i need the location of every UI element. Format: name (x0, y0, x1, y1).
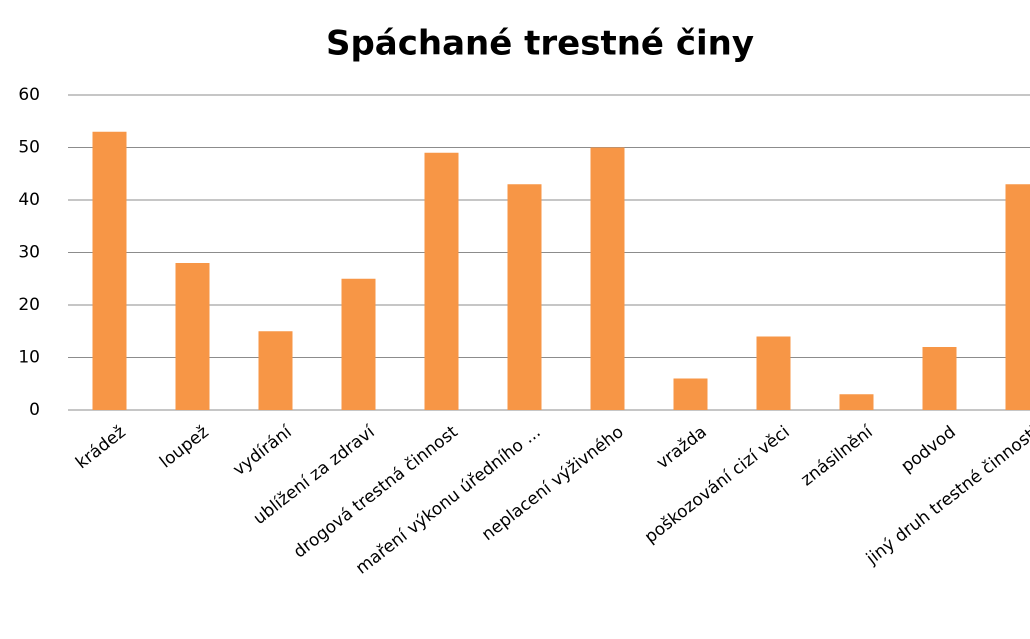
x-tick-label: drogová trestná činnost (290, 422, 462, 563)
y-tick-label: 50 (18, 138, 40, 158)
y-tick-label: 10 (18, 348, 40, 368)
y-tick-label: 30 (18, 243, 40, 263)
bar (922, 347, 957, 410)
y-tick-label: 60 (18, 85, 40, 105)
x-tick-label: podvod (898, 422, 960, 477)
bar (756, 336, 791, 410)
x-tick-label: vydírání (229, 421, 296, 480)
bar (839, 394, 874, 410)
bar (590, 147, 625, 410)
x-tick-label: neplacení výživného (478, 422, 628, 545)
bar (341, 278, 376, 410)
x-tick-label: krádež (72, 422, 130, 473)
y-tick-label: 0 (29, 400, 40, 420)
bar (424, 152, 459, 410)
x-tick-label: znásilnění (797, 421, 877, 490)
x-tick-label: poškozování cizí věci (641, 422, 794, 547)
bar (673, 378, 708, 410)
x-tick-label: vražda (653, 422, 711, 473)
chart-title: Spáchané trestné činy (326, 24, 754, 64)
bar (258, 331, 293, 410)
bar (1005, 184, 1030, 410)
x-tick-label: loupež (156, 422, 213, 472)
bar (175, 263, 210, 410)
bar (92, 131, 127, 410)
y-tick-label: 20 (18, 295, 40, 315)
bar (507, 184, 542, 410)
y-tick-label: 40 (18, 190, 40, 210)
